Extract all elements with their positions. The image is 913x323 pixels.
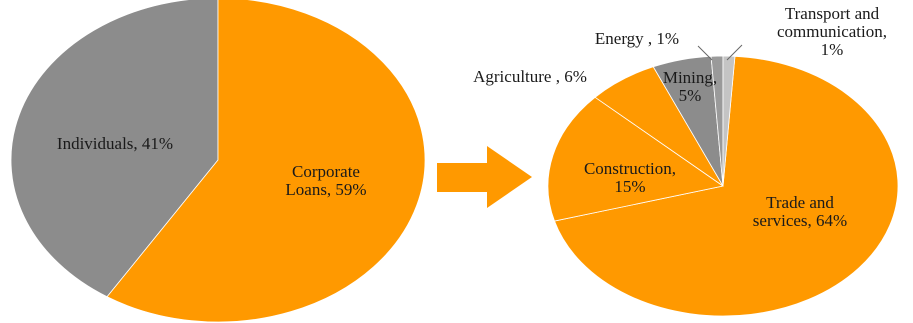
slice-label-line: Energy , 1% bbox=[595, 29, 679, 48]
slice-label-line: communication, bbox=[777, 22, 887, 41]
slice-label-line: Construction, bbox=[584, 159, 676, 178]
pie-slice-trade-and bbox=[553, 55, 899, 317]
pie-slice-construction bbox=[547, 96, 724, 222]
slice-label-line: Loans, 59% bbox=[285, 180, 366, 199]
slice-label-transport-and: Transport and communication, 1% bbox=[777, 4, 887, 59]
slice-label-line: Trade and bbox=[766, 193, 834, 212]
pie-slice-corporate bbox=[106, 0, 426, 323]
slice-label-construction: Construction, 15% bbox=[584, 159, 676, 196]
arrow-icon bbox=[437, 146, 532, 208]
pie-chart-corporate-sectors bbox=[547, 55, 899, 317]
slice-label-mining: Mining, 5% bbox=[663, 68, 717, 105]
slice-label-line: Mining, bbox=[663, 68, 717, 87]
slice-label-energy-1: Energy , 1% bbox=[595, 29, 679, 48]
slice-label-line: Individuals, 41% bbox=[57, 134, 173, 153]
slice-label-line: Corporate bbox=[292, 162, 360, 181]
slice-label-corporate: Corporate Loans, 59% bbox=[285, 162, 366, 199]
pie-slice-individuals-41 bbox=[10, 0, 219, 298]
slice-label-individuals-41: Individuals, 41% bbox=[57, 134, 173, 153]
leader-line bbox=[726, 44, 743, 61]
slice-label-agriculture-6: Agriculture , 6% bbox=[473, 67, 587, 86]
pie-chart-loans bbox=[10, 0, 426, 323]
slice-label-line: 1% bbox=[821, 40, 844, 59]
slice-label-line: 5% bbox=[679, 86, 702, 105]
slice-labels: Individuals, 41% Corporate Loans, 59% Trade… bbox=[57, 4, 887, 230]
slice-label-line: 15% bbox=[614, 177, 645, 196]
slice-label-line: Agriculture , 6% bbox=[473, 67, 587, 86]
slice-label-line: services, 64% bbox=[753, 211, 847, 230]
slice-label-line: Transport and bbox=[785, 4, 880, 23]
pie-slice-transport-and bbox=[722, 55, 736, 187]
slice-label-trade-and: Trade and services, 64% bbox=[753, 193, 847, 230]
leader-line bbox=[697, 45, 713, 61]
